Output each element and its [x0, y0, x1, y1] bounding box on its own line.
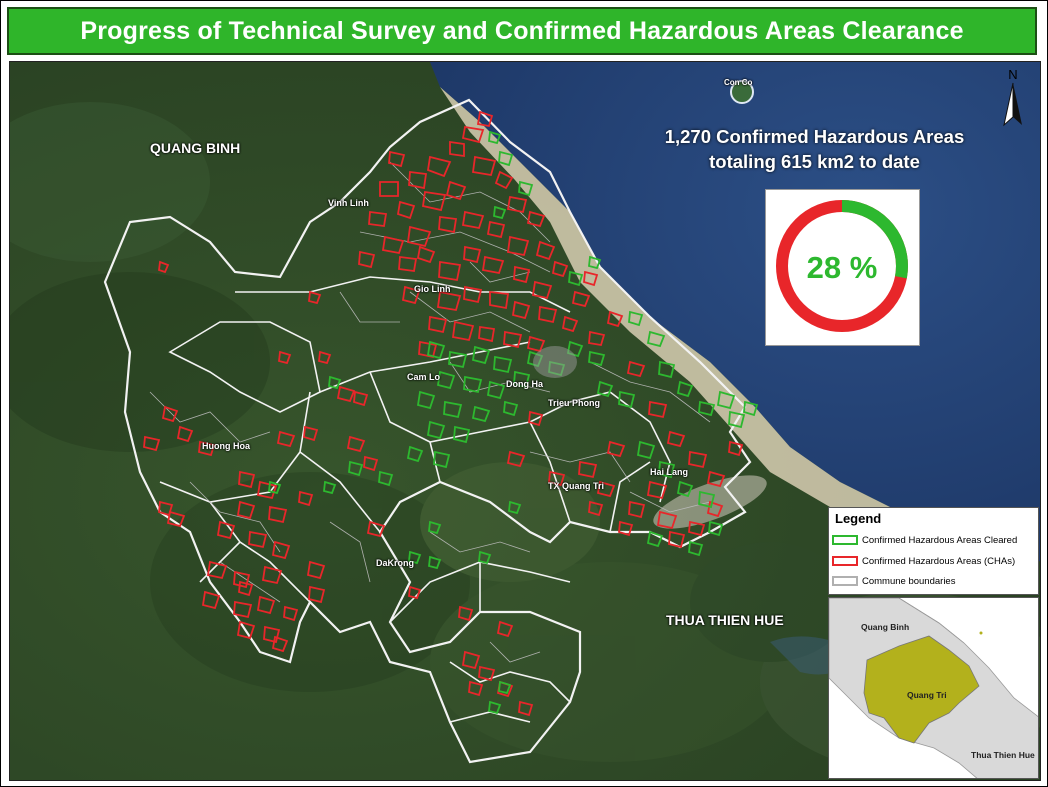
inset-label-thua-thien-hue: Thua Thien Hue: [971, 750, 1035, 760]
sea-area: [430, 62, 1040, 562]
legend-swatch-commune: [832, 576, 858, 586]
page-title: Progress of Technical Survey and Confirm…: [80, 16, 964, 45]
label-gio-linh: Gio Linh: [414, 284, 451, 294]
satellite-map[interactable]: Con Co QUANG BINH THUA THIEN HUE Vinh Li…: [9, 61, 1041, 781]
province-boundary: [103, 98, 752, 764]
dong-ha-urban: [533, 346, 577, 378]
map-legend: Legend Confirmed Hazardous Areas Cleared…: [828, 507, 1039, 595]
progress-donut: 28 %: [776, 200, 908, 332]
inset-map-canvas: [829, 598, 1038, 778]
stats-line-2: totaling 615 km2 to date: [709, 151, 920, 172]
label-trieu-phong: Trieu Phong: [548, 398, 601, 408]
title-banner: Progress of Technical Survey and Confirm…: [7, 7, 1037, 55]
progress-donut-panel: 28 %: [765, 189, 920, 346]
inset-quang-tri-region: [863, 635, 980, 744]
north-arrow-icon: N: [1000, 67, 1026, 129]
north-letter: N: [1008, 67, 1017, 82]
donut-cleared-arc: [776, 200, 908, 332]
label-huong-hoa: Huong Hoa: [202, 441, 250, 451]
label-dong-ha: Dong Ha: [506, 379, 543, 389]
legend-swatch-cleared: [832, 535, 858, 545]
legend-item-commune: Commune boundaries: [832, 574, 955, 588]
label-vinh-linh: Vinh Linh: [328, 198, 369, 208]
stats-line-1: 1,270 Confirmed Hazardous Areas: [664, 126, 965, 147]
legend-label-commune: Commune boundaries: [862, 575, 956, 587]
commune-boundaries: [149, 161, 711, 663]
con-co-island: [730, 80, 754, 104]
legend-label-chas: Confirmed Hazardous Areas (CHAs): [862, 555, 1016, 567]
cha-red-areas: [143, 110, 744, 717]
stats-text: 1,270 Confirmed Hazardous Areas totaling…: [622, 124, 1007, 174]
label-quang-binh: QUANG BINH: [150, 140, 241, 156]
legend-label-cleared: Confirmed Hazardous Areas Cleared: [862, 534, 1018, 546]
inset-locator-map: Quang Binh Quang Tri Thua Thien Hue: [828, 597, 1039, 779]
inset-label-quang-tri: Quang Tri: [907, 690, 947, 700]
cha-cleared-green-areas: [268, 130, 759, 715]
label-dakrong: DaKrong: [376, 558, 414, 568]
legend-title: Legend: [835, 511, 882, 526]
label-tx-quang-tri: TX Quang Tri: [548, 481, 605, 491]
label-hai-lang: Hai Lang: [650, 467, 689, 477]
label-cam-lo: Cam Lo: [407, 372, 441, 382]
donut-percent-label: 28 %: [807, 250, 878, 285]
legend-swatch-chas: [832, 556, 858, 566]
legend-item-chas: Confirmed Hazardous Areas (CHAs): [832, 554, 1015, 568]
inset-label-quang-binh: Quang Binh: [861, 622, 910, 632]
legend-item-cleared: Confirmed Hazardous Areas Cleared: [832, 533, 1017, 547]
label-con-co: Con Co: [724, 78, 753, 87]
label-thua-thien-hue: THUA THIEN HUE: [666, 612, 784, 628]
